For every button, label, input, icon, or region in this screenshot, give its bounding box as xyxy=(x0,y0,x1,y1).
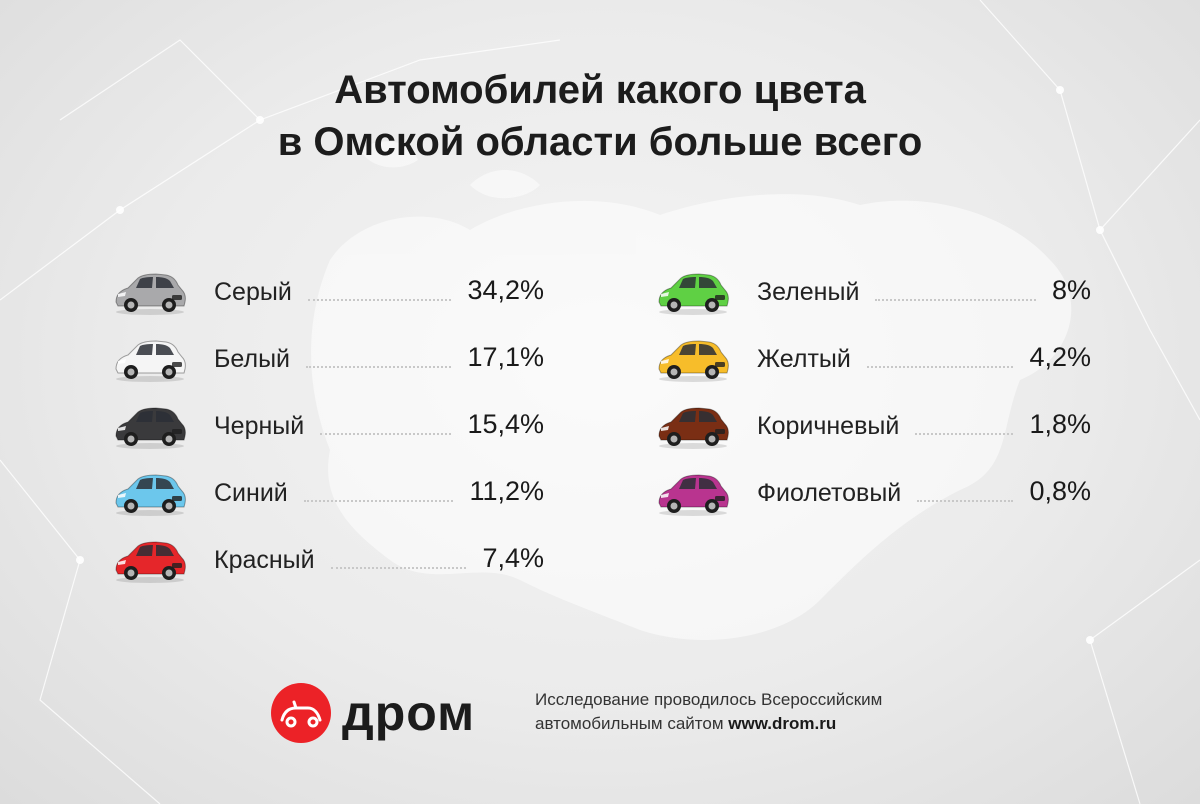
color-value: 0,8% xyxy=(1029,476,1091,506)
color-row: Фиолетовый 0,8% xyxy=(655,469,1091,525)
car-icon xyxy=(115,474,186,516)
leader-line xyxy=(331,567,466,569)
site-link[interactable]: www.drom.ru xyxy=(728,714,837,733)
color-label: Синий xyxy=(214,479,288,507)
color-label: Серый xyxy=(214,278,292,306)
color-row: Синий 11,2% xyxy=(112,469,544,525)
color-value: 7,4% xyxy=(482,543,544,573)
color-label: Коричневый xyxy=(757,412,900,440)
color-value: 17,1% xyxy=(467,342,544,372)
color-row: Серый 34,2% xyxy=(112,268,544,324)
color-label: Белый xyxy=(214,345,291,373)
color-value: 4,2% xyxy=(1029,342,1091,372)
leader-line xyxy=(917,500,1013,502)
leader-line xyxy=(306,366,451,368)
leader-line xyxy=(320,433,451,435)
color-row: Белый 17,1% xyxy=(112,335,544,391)
color-value: 15,4% xyxy=(467,409,544,439)
leader-line xyxy=(308,299,451,301)
car-icon xyxy=(658,474,729,516)
color-label: Зеленый xyxy=(757,278,860,306)
brand-name: дром xyxy=(342,685,476,741)
color-value: 34,2% xyxy=(467,275,544,305)
car-icon xyxy=(115,273,186,315)
car-icon xyxy=(115,340,186,382)
color-row: Коричневый 1,8% xyxy=(655,402,1091,458)
color-row: Желтый 4,2% xyxy=(655,335,1091,391)
car-icon xyxy=(115,541,186,583)
note-line-2: автомобильным сайтом www.drom.ru xyxy=(535,712,882,736)
car-icon xyxy=(658,273,729,315)
color-row: Красный 7,4% xyxy=(112,536,544,592)
research-note: Исследование проводилось Всероссийским а… xyxy=(535,688,882,736)
color-row: Черный 15,4% xyxy=(112,402,544,458)
leader-line xyxy=(867,366,1013,368)
color-label: Красный xyxy=(214,546,315,574)
note-line-2-prefix: автомобильным сайтом xyxy=(535,714,729,733)
car-icon xyxy=(658,407,729,449)
color-label: Фиолетовый xyxy=(757,479,902,507)
note-line-1: Исследование проводилось Всероссийским xyxy=(535,690,883,709)
car-icon xyxy=(115,407,186,449)
color-label: Черный xyxy=(214,412,305,440)
title-line-2: в Омской области больше всего xyxy=(277,120,923,164)
chart-title: Автомобилей какого цвета в Омской област… xyxy=(0,64,1200,168)
leader-line xyxy=(915,433,1013,435)
car-icon xyxy=(658,340,729,382)
drom-logo-icon xyxy=(271,683,331,743)
color-value: 1,8% xyxy=(1029,409,1091,439)
drom-logo[interactable]: дром xyxy=(270,682,500,744)
leader-line xyxy=(875,299,1036,301)
color-value: 8% xyxy=(1051,275,1091,305)
color-row: Зеленый 8% xyxy=(655,268,1091,324)
title-line-1: Автомобилей какого цвета xyxy=(334,68,866,112)
leader-line xyxy=(304,500,453,502)
color-value: 11,2% xyxy=(469,476,544,506)
color-label: Желтый xyxy=(757,345,851,373)
